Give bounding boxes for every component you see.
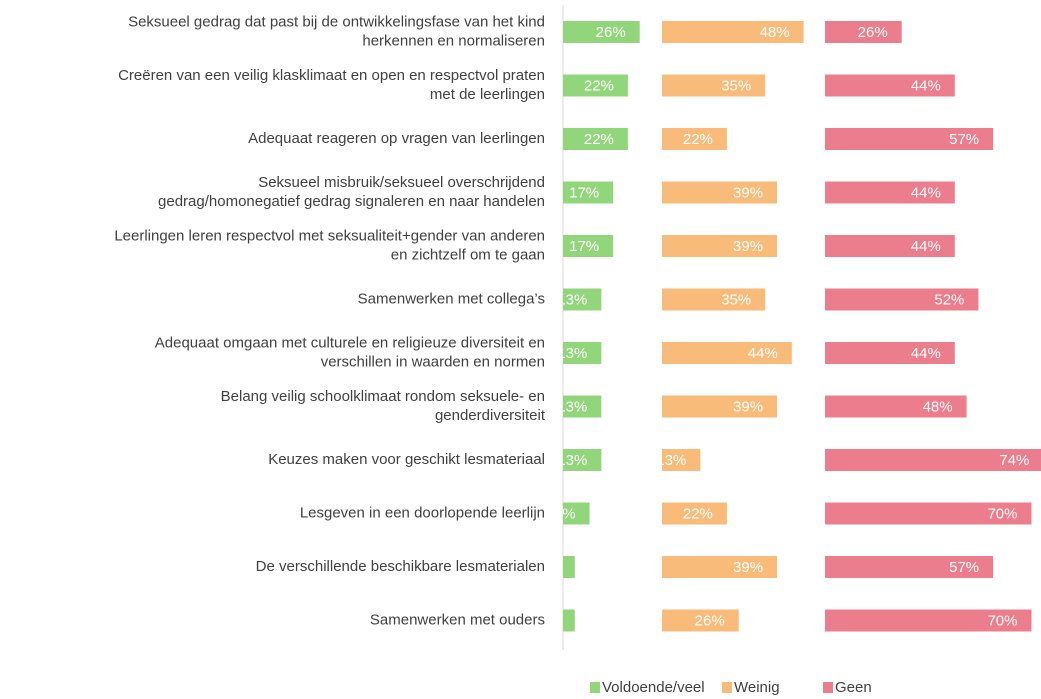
category-label: met de leerlingen [430,86,545,103]
bar [662,74,766,97]
value-label: 13% [557,398,587,415]
value-label: 39% [733,238,763,255]
category-label: Seksueel gedrag dat past bij de ontwikke… [128,13,545,30]
bar [825,181,955,204]
bar [563,181,614,204]
category-label: Keuzes maken voor geschikt lesmateriaal [268,451,545,468]
value-label: 70% [987,612,1017,629]
bar [825,21,902,43]
value-label: 26% [858,24,888,41]
value-label: 70% [987,505,1017,522]
value-label: 44% [748,345,778,362]
value-label: 57% [949,559,979,576]
category-label: Lesgeven in een doorlopende leerlijn [300,504,545,521]
value-label: 35% [721,291,751,308]
bar [825,342,955,364]
value-label: 26% [695,612,725,629]
legend-label: Voldoende/veel [602,679,705,696]
bar [563,395,602,418]
bar [662,609,739,632]
bar [662,342,792,364]
bar [662,288,766,311]
bar [662,502,727,525]
bar [825,502,1032,525]
value-label: 39% [733,184,763,201]
value-label: 44% [911,77,941,94]
bar [563,74,628,97]
category-label: herkennen en normaliseren [362,32,545,49]
bar [662,128,727,150]
value-label: 26% [596,24,626,41]
category-label: Samenwerken met ouders [370,611,545,628]
bar [563,21,640,43]
category-label: en zichtzelf om te gaan [391,246,545,263]
legend-label: Weinig [734,679,780,696]
bar [825,235,955,257]
bar [825,609,1032,632]
bar [825,395,967,418]
panel: 26% 22% 22% 17% 17% 13% 13% 13% 13% 9% [554,21,640,632]
bar [662,181,778,204]
category-label: Samenwerken met collega’s [358,290,545,307]
value-label: 9% [554,505,576,522]
legend-label: Geen [835,679,872,696]
value-label: 44% [911,345,941,362]
bar [662,556,778,578]
legend-swatch [590,682,600,693]
panel: 48% 35% 22% 39% 39% 35% 44% 39% 13% 22% 39% 26% [656,21,804,632]
value-label: 52% [934,291,964,308]
bar [825,556,994,578]
value-label: 22% [683,131,713,148]
value-label: 22% [683,505,713,522]
value-label: 39% [733,559,763,576]
bar [563,128,628,150]
bar [825,74,955,97]
value-label: 57% [949,131,979,148]
panel: 26% 44% 57% 44% 44% 52% 44% 48% 74% 70% 57% 70% [825,21,1041,632]
value-label: 22% [584,131,614,148]
category-label: Adequaat omgaan met culturele en religie… [155,334,545,351]
category-label: Belang veilig schoolklimaat rondom seksu… [221,388,545,405]
bar [825,288,979,311]
category-label: Adequaat reageren op vragen van leerling… [248,130,545,147]
category-label: Leerlingen leren respectvol met seksuali… [114,227,545,244]
legend-swatch [722,682,732,693]
value-label: 13% [656,452,686,469]
bar [563,235,614,257]
bar [563,556,575,578]
value-label: 17% [569,184,599,201]
value-label: 35% [721,77,751,94]
category-label: gedrag/homonegatief gedrag signaleren en… [158,193,545,210]
bar [563,609,575,632]
value-label: 13% [557,345,587,362]
bar [662,235,778,257]
bar [825,128,994,150]
value-label: 17% [569,238,599,255]
value-label: 39% [733,398,763,415]
value-label: 48% [923,398,953,415]
bar [563,288,602,311]
category-label: Seksueel misbruik/seksueel overschrijden… [258,174,545,191]
bar [563,502,590,525]
legend-swatch [823,682,833,693]
value-label: 13% [557,291,587,308]
value-label: 44% [911,184,941,201]
bar [563,342,602,364]
value-label: 74% [999,452,1029,469]
category-label: verschillen in waarden en normen [321,353,545,370]
bar [662,395,778,418]
category-label: Creëren van een veilig klasklimaat en op… [118,67,545,84]
value-label: 44% [911,238,941,255]
value-label: 48% [760,24,790,41]
value-label: 13% [557,452,587,469]
value-label: 22% [584,77,614,94]
bar [825,449,1041,471]
bar [563,449,602,471]
category-label: genderdiversiteit [435,407,546,424]
category-label: De verschillende beschikbare lesmaterial… [256,558,545,575]
bar [662,449,701,471]
bar [662,21,804,43]
